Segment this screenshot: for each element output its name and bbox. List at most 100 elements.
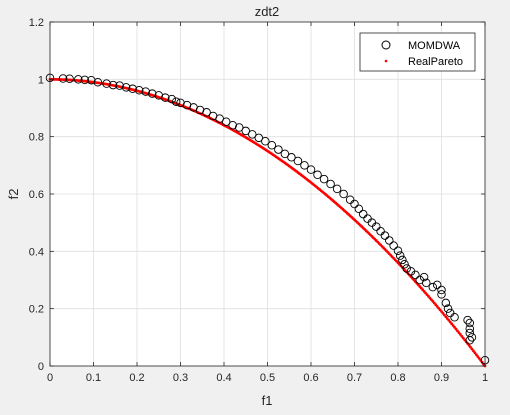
momdwa-point	[267, 141, 277, 150]
momdwa-point	[306, 165, 316, 174]
momdwa-point	[380, 231, 390, 240]
momdwa-point	[115, 81, 124, 90]
momdwa-point	[319, 174, 329, 184]
x-tick-label: 0.9	[434, 372, 449, 384]
legend-box	[359, 32, 476, 72]
momdwa-point	[332, 184, 342, 194]
y-axis-label: f2	[6, 189, 21, 200]
y-tick-label: 0.6	[29, 189, 44, 201]
momdwa-point	[437, 285, 446, 295]
x-tick-label: 0.8	[390, 372, 405, 384]
tick-labels: 0 0.1 0.2 0.3 0.4 0.5 0.6 0.7 0.8 0.9 1 0 0.2 0.4 0.6 0…	[29, 17, 488, 384]
tick-marks	[49, 21, 486, 367]
y-tick-label: 0.2	[29, 304, 44, 316]
momdwa-point	[65, 74, 74, 84]
momdwa-point	[254, 133, 264, 143]
momdwa-point	[428, 282, 438, 292]
momdwa-point	[465, 318, 475, 328]
legend-entry-momdwa: MOMDWA	[408, 40, 461, 52]
momdwa-point	[287, 153, 296, 162]
momdwa-point	[161, 93, 170, 102]
momdwa-point	[389, 241, 398, 250]
momdwa-point	[221, 117, 231, 127]
momdwa-point	[313, 170, 322, 180]
momdwa-point	[167, 94, 177, 104]
momdwa-point	[74, 75, 83, 84]
momdwa-point	[419, 272, 429, 282]
series-momdwa	[45, 73, 490, 365]
x-tick-label: 0	[47, 372, 53, 384]
momdwa-point	[171, 97, 181, 106]
momdwa-point	[358, 209, 368, 219]
legend-entry-realpareto: RealPareto	[408, 56, 463, 68]
x-tick-label: 0.5	[260, 372, 275, 384]
momdwa-point	[202, 108, 211, 117]
momdwa-point	[293, 156, 303, 166]
momdwa-point	[467, 333, 477, 342]
x-tick-label: 0.6	[303, 372, 318, 384]
momdwa-point	[400, 259, 409, 269]
chart-title: zdt2	[255, 4, 280, 19]
x-tick-label: 0.1	[86, 372, 101, 384]
momdwa-point	[376, 227, 385, 236]
momdwa-point	[93, 77, 103, 87]
momdwa-point	[241, 126, 250, 136]
realpareto-point	[476, 355, 480, 358]
momdwa-point	[411, 270, 420, 280]
momdwa-point	[385, 236, 394, 245]
x-tick-label: 0.2	[129, 372, 144, 384]
x-tick-label: 1	[482, 372, 488, 384]
y-tick-label: 0.8	[29, 132, 44, 144]
momdwa-point	[128, 84, 137, 94]
momdwa-point	[402, 264, 411, 273]
momdwa-point	[345, 195, 355, 204]
x-axis-label: f1	[262, 393, 273, 408]
momdwa-point	[87, 75, 96, 85]
momdwa-point	[437, 290, 446, 299]
momdwa-point	[465, 324, 475, 333]
y-tick-label: 0	[38, 361, 44, 373]
momdwa-point	[432, 280, 442, 290]
momdwa-point	[445, 308, 455, 318]
legend: MOMDWA RealPareto	[359, 32, 476, 72]
momdwa-point	[350, 199, 359, 209]
momdwa-point	[274, 145, 283, 154]
momdwa-point	[393, 246, 403, 256]
y-tick-label: 1.2	[29, 17, 44, 29]
momdwa-point	[300, 161, 309, 170]
momdwa-point	[326, 179, 335, 189]
x-tick-label: 0.7	[347, 372, 362, 384]
x-tick-label: 0.3	[173, 372, 188, 384]
momdwa-point	[443, 304, 453, 313]
momdwa-point	[398, 255, 407, 265]
legend-marker-circle-icon	[381, 40, 391, 50]
x-tick-label: 0.4	[216, 372, 231, 384]
momdwa-point	[58, 74, 68, 83]
realpareto-point	[477, 357, 481, 360]
y-tick-label: 0.4	[29, 246, 44, 258]
momdwa-point	[80, 75, 90, 85]
momdwa-point	[108, 80, 118, 90]
momdwa-point	[463, 315, 472, 325]
momdwa-point	[102, 79, 111, 88]
momdwa-point	[450, 313, 459, 322]
momdwa-point	[234, 123, 244, 132]
momdwa-point	[280, 149, 290, 159]
momdwa-point	[441, 298, 451, 308]
momdwa-point	[134, 85, 144, 95]
momdwa-point	[147, 89, 157, 98]
y-tick-label: 1	[38, 74, 44, 86]
momdwa-point	[339, 189, 348, 199]
momdwa-point	[465, 335, 475, 345]
momdwa-point	[121, 83, 131, 92]
momdwa-point	[422, 278, 431, 288]
legend-marker-dot-icon	[384, 59, 388, 63]
momdwa-point	[395, 251, 405, 260]
momdwa-point	[141, 87, 150, 96]
momdwa-point	[261, 137, 270, 146]
momdwa-point	[372, 222, 381, 231]
momdwa-point	[354, 204, 364, 214]
momdwa-point	[248, 130, 257, 139]
